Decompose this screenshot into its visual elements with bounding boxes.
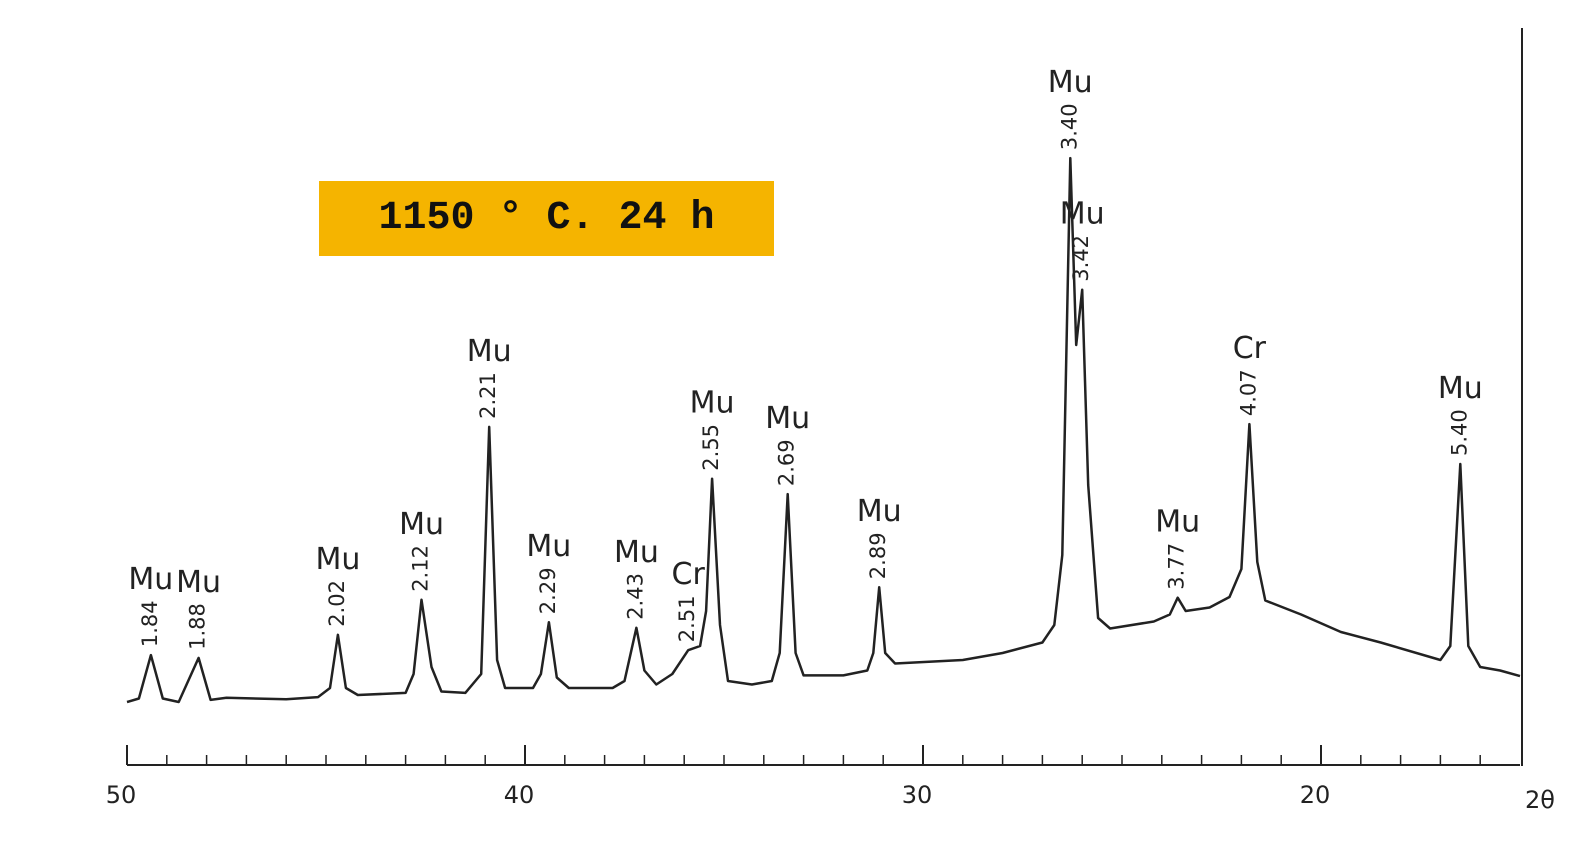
d-spacing-label: 2.43 [623,573,647,620]
phase-label: Mu [526,529,571,564]
phase-label: Mu [315,542,360,577]
phase-label: Mu [128,562,173,597]
d-spacing-label: 3.40 [1057,103,1081,150]
xrd-trace [126,156,1521,704]
phase-label: Cr [672,557,706,592]
d-spacing-label: 2.89 [866,532,890,579]
d-spacing-label: 2.21 [476,372,500,419]
x-axis-label: 2θ [1525,786,1555,814]
chart-title: 1150 ° C. 24 h [319,181,774,256]
d-spacing-label: 1.88 [186,603,210,650]
phase-label: Mu [857,494,902,529]
phase-label: Mu [1048,65,1093,100]
d-spacing-label: 2.12 [409,545,433,592]
d-spacing-label: 3.77 [1165,543,1189,590]
d-spacing-label: 1.84 [138,600,162,647]
d-spacing-label: 5.40 [1447,409,1471,456]
d-spacing-label: 3.42 [1069,235,1093,282]
phase-label: Mu [467,334,512,369]
phase-label: Mu [1438,371,1483,406]
d-spacing-label: 2.51 [675,595,699,642]
x-tick-label: 50 [106,781,137,809]
phase-label: Mu [1155,505,1200,540]
d-spacing-label: 2.29 [536,567,560,614]
d-spacing-label: 4.07 [1236,369,1260,416]
phase-label: Mu [1060,197,1105,232]
phase-label: Mu [399,507,444,542]
d-spacing-label: 2.55 [699,424,723,471]
phase-label: Mu [176,565,221,600]
x-tick-label: 30 [902,781,933,809]
phase-label: Mu [614,535,659,570]
phase-label: Cr [1233,331,1267,366]
phase-label: Mu [690,386,735,421]
d-spacing-label: 2.02 [325,580,349,627]
d-spacing-label: 2.69 [775,439,799,486]
x-tick-label: 40 [504,781,535,809]
x-tick-label: 20 [1300,781,1331,809]
phase-label: Mu [765,401,810,436]
